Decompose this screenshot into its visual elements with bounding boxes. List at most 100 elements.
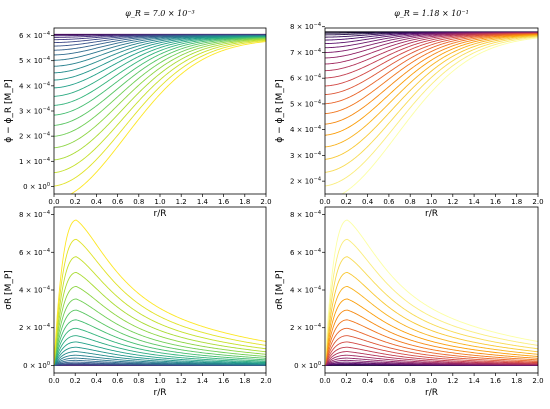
series-line-18 xyxy=(325,309,538,366)
x-tick-label: 0.0 xyxy=(48,198,59,206)
x-tick-label: 0.2 xyxy=(341,198,352,206)
series-line-16 xyxy=(54,36,266,106)
x-tick-label: 1.4 xyxy=(197,198,209,206)
series-line-14 xyxy=(325,341,538,366)
panel-1: 0.0 0.2 0.4 0.6 0.8 1.0 1.2 1.4 1.6 1.8 2.0 0 × 100… xyxy=(4,9,272,219)
x-tick-label: 2.0 xyxy=(532,198,543,206)
x-axis-label: r/R xyxy=(154,209,167,219)
y-tick-label: 8 × 10−4 xyxy=(19,210,50,219)
series-line-23 xyxy=(325,36,538,187)
x-axis-label: r/R xyxy=(425,388,438,398)
series-line-19 xyxy=(54,37,266,137)
y-tick-label: 7 × 10−4 xyxy=(290,48,321,57)
x-tick-label: 0.0 xyxy=(319,377,330,385)
x-tick-label: 1.2 xyxy=(176,377,187,385)
x-tick-label: 0.2 xyxy=(70,198,81,206)
series-line-15 xyxy=(54,335,266,366)
y-tick-label: 0 × 100 xyxy=(294,361,321,370)
series-line-23 xyxy=(54,238,266,366)
series-line-23 xyxy=(325,238,538,366)
y-tick-label: 3 × 10−4 xyxy=(290,151,321,160)
y-tick-label: 4 × 10−4 xyxy=(290,286,321,295)
x-tick-label: 0.6 xyxy=(383,198,395,206)
x-tick-label: 1.6 xyxy=(218,198,230,206)
series-line-11 xyxy=(54,354,266,366)
y-tick-label: 3 × 10−4 xyxy=(19,107,50,116)
x-tick-label: 0.6 xyxy=(112,198,124,206)
x-tick-label: 0.2 xyxy=(70,377,81,385)
x-tick-label: 1.0 xyxy=(426,198,437,206)
series-line-24 xyxy=(54,219,266,366)
x-tick-label: 1.8 xyxy=(511,377,522,385)
series-line-12 xyxy=(325,351,538,366)
series-line-16 xyxy=(54,327,266,366)
panel-4: 0.0 0.2 0.4 0.6 0.8 1.0 1.2 1.4 1.6 1.8 2.0 0 × 100… xyxy=(275,206,544,398)
y-tick-label: 6 × 10−4 xyxy=(19,31,50,40)
series-line-11 xyxy=(325,354,538,366)
series-line-15 xyxy=(325,33,538,96)
series-line-24 xyxy=(341,37,538,194)
series-line-14 xyxy=(54,341,266,366)
series-line-20 xyxy=(54,38,266,149)
x-tick-label: 0.8 xyxy=(133,198,144,206)
series-line-17 xyxy=(325,33,538,115)
series-line-16 xyxy=(325,33,538,105)
x-tick-label: 1.0 xyxy=(154,377,165,385)
series-line-24 xyxy=(325,219,538,366)
series-line-19 xyxy=(325,34,538,136)
x-axis-label: r/R xyxy=(425,209,438,219)
y-axis-label: σR [M_P] xyxy=(4,270,14,310)
x-tick-label: 0.6 xyxy=(383,377,395,385)
x-tick-label: 1.4 xyxy=(469,377,481,385)
x-tick-label: 1.4 xyxy=(469,198,481,206)
series-line-17 xyxy=(325,319,538,366)
y-tick-label: 6 × 10−4 xyxy=(19,248,50,257)
series-line-15 xyxy=(325,335,538,366)
x-tick-label: 1.2 xyxy=(447,377,458,385)
series-line-18 xyxy=(54,309,266,366)
x-tick-label: 1.8 xyxy=(239,377,250,385)
y-tick-label: 4 × 10−4 xyxy=(290,125,321,134)
series-line-17 xyxy=(54,37,266,116)
y-tick-label: 0 × 100 xyxy=(23,182,50,191)
series-line-21 xyxy=(325,35,538,160)
y-tick-label: 8 × 10−4 xyxy=(290,210,321,219)
panel-title: φ_R = 1.18 × 10⁻¹ xyxy=(394,9,469,18)
series-line-20 xyxy=(54,286,266,366)
series-group xyxy=(325,31,538,194)
x-tick-label: 2.0 xyxy=(260,198,271,206)
y-tick-label: 2 × 10−4 xyxy=(19,323,50,332)
y-tick-label: 8 × 10−4 xyxy=(290,22,321,31)
series-line-13 xyxy=(325,346,538,366)
series-line-20 xyxy=(325,286,538,366)
y-tick-label: 4 × 10−4 xyxy=(19,81,50,90)
series-line-17 xyxy=(54,319,266,366)
x-tick-label: 1.0 xyxy=(426,377,437,385)
y-tick-label: 6 × 10−4 xyxy=(290,74,321,83)
x-tick-label: 0.2 xyxy=(341,377,352,385)
panel-2: 0.0 0.2 0.4 0.6 0.8 1.0 1.2 1.4 1.6 1.8 2.0 2 × 10−… xyxy=(275,9,544,219)
x-tick-label: 0.0 xyxy=(48,377,59,385)
x-tick-label: 1.6 xyxy=(218,377,230,385)
x-tick-label: 2.0 xyxy=(260,377,271,385)
y-tick-label: 2 × 10−4 xyxy=(290,177,321,186)
x-tick-label: 0.8 xyxy=(133,377,144,385)
series-line-19 xyxy=(325,298,538,366)
y-tick-label: 2 × 10−4 xyxy=(19,132,50,141)
x-tick-label: 0.8 xyxy=(405,198,416,206)
y-tick-label: 6 × 10−4 xyxy=(290,248,321,257)
series-group xyxy=(54,219,266,366)
y-tick-label: 1 × 10−4 xyxy=(19,157,50,166)
series-group xyxy=(54,33,266,194)
y-tick-label: 2 × 10−4 xyxy=(290,323,321,332)
series-line-22 xyxy=(54,39,266,174)
series-line-16 xyxy=(325,327,538,366)
y-tick-label: 5 × 10−4 xyxy=(290,99,321,108)
series-line-23 xyxy=(54,40,266,187)
x-tick-label: 1.6 xyxy=(490,377,502,385)
x-tick-label: 1.2 xyxy=(447,198,458,206)
series-line-18 xyxy=(325,34,538,125)
series-group xyxy=(325,219,538,366)
